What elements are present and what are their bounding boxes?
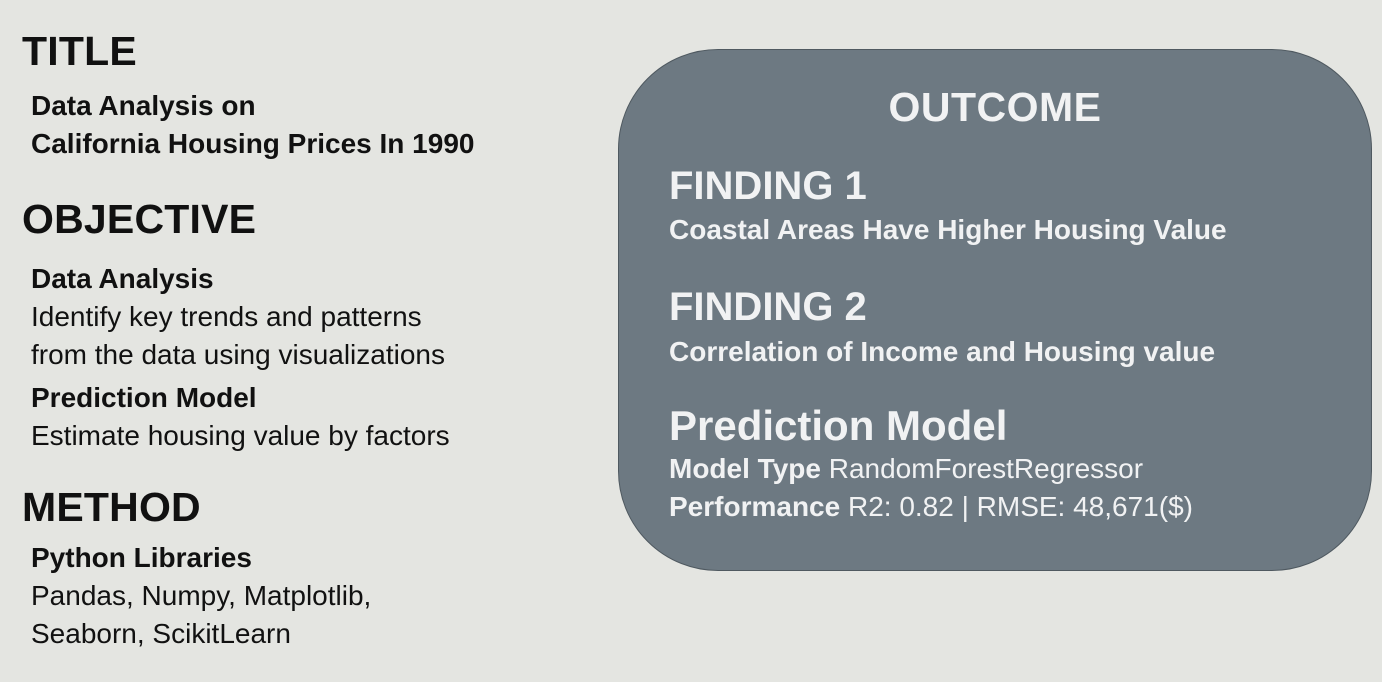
method-line-2: Seaborn, ScikitLearn: [31, 618, 291, 649]
method-label: Python Libraries: [31, 542, 252, 573]
objective-model-label: Prediction Model: [31, 382, 257, 413]
method-heading: METHOD: [22, 484, 201, 530]
outcome-heading: OUTCOME: [888, 84, 1102, 130]
finding-2-description: Correlation of Income and Housing value: [669, 336, 1216, 367]
model-type-label: Model Type: [669, 453, 821, 484]
title-heading: TITLE: [22, 28, 137, 74]
finding-2-title: FINDING 2: [669, 285, 867, 329]
objective-analysis-line-2: from the data using visualizations: [31, 339, 445, 370]
prediction-model-title: Prediction Model: [669, 402, 1008, 449]
objective-analysis-label: Data Analysis: [31, 263, 214, 294]
title-line-2: California Housing Prices In 1990: [31, 128, 475, 159]
finding-1-title: FINDING 1: [669, 164, 867, 208]
model-type-value: RandomForestRegressor: [828, 453, 1144, 484]
objective-model-line: Estimate housing value by factors: [31, 420, 450, 451]
outcome-panel: OUTCOME FINDING 1 Coastal Areas Have Hig…: [618, 49, 1372, 571]
method-line-1: Pandas, Numpy, Matplotlib,: [31, 580, 372, 611]
performance-label: Performance: [669, 491, 841, 522]
performance-line: Performance R2: 0.82 | RMSE: 48,671($): [669, 491, 1193, 523]
title-line-1: Data Analysis on: [31, 90, 256, 121]
objective-heading: OBJECTIVE: [22, 196, 257, 242]
finding-1-description: Coastal Areas Have Higher Housing Value: [669, 214, 1227, 245]
performance-value: R2: 0.82 | RMSE: 48,671($): [847, 491, 1193, 522]
objective-analysis-line-1: Identify key trends and patterns: [31, 301, 422, 332]
model-type-line: Model Type RandomForestRegressor: [669, 453, 1143, 485]
